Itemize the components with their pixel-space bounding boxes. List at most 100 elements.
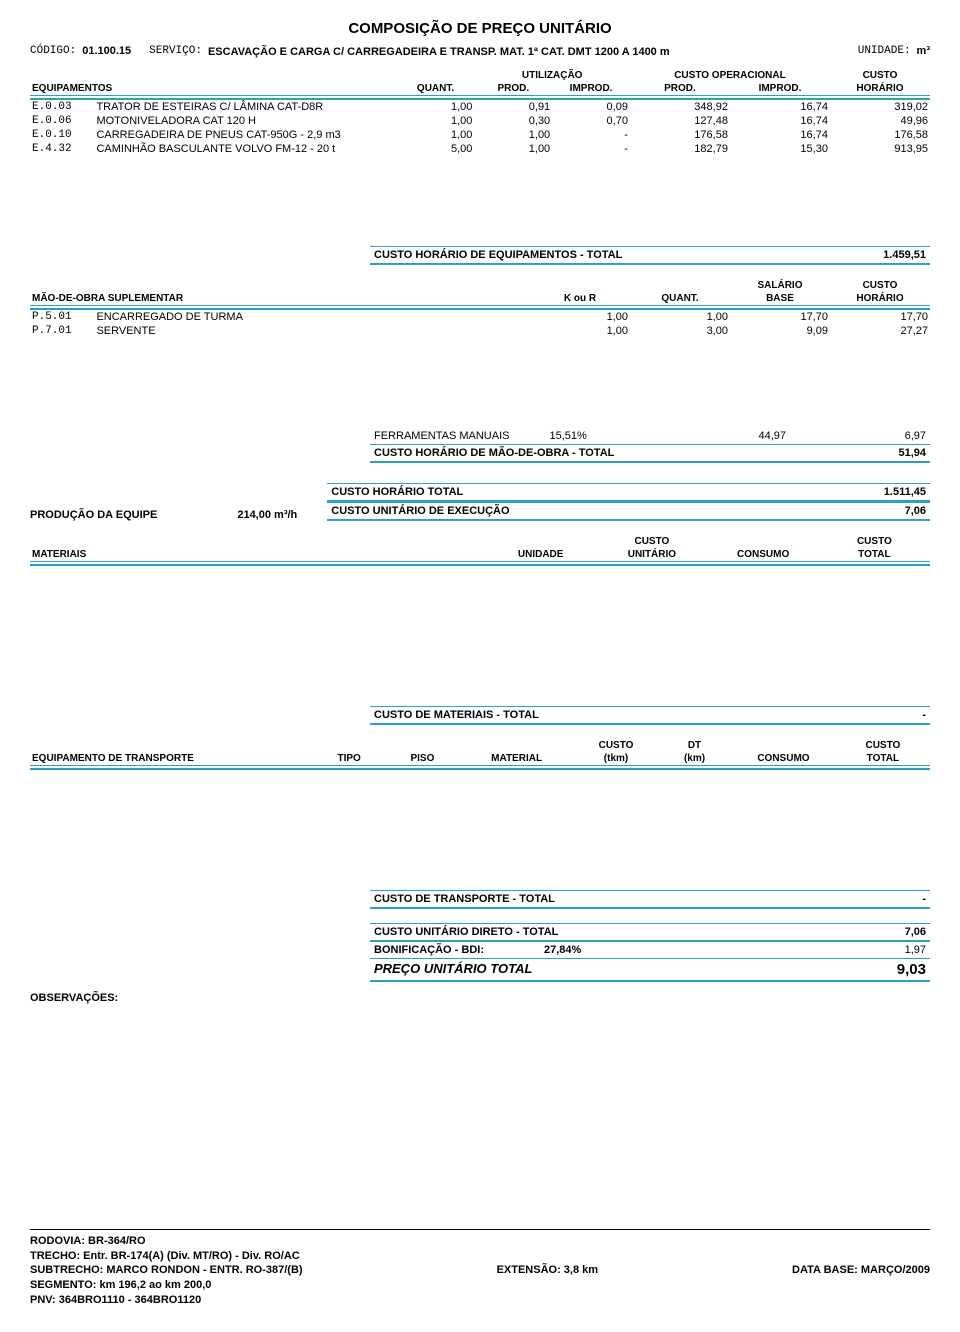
table-row: P.5.01ENCARREGADO DE TURMA1,001,0017,701… <box>30 309 930 324</box>
cell-uimprod: 0,09 <box>552 99 630 114</box>
unidade-value: m³ <box>917 45 930 57</box>
prod-unit: m³/h <box>274 509 297 521</box>
cell-quant: 5,00 <box>397 142 475 156</box>
bdi-label: BONIFICAÇÃO - BDI: <box>374 944 484 956</box>
transp-total-value: - <box>846 893 926 905</box>
equip-table: EQUIPAMENTOS QUANT. UTILIZAÇÃO CUSTO OPE… <box>30 69 930 156</box>
observacoes-label: OBSERVAÇÕES: <box>30 992 930 1004</box>
cud-row: CUSTO UNITÁRIO DIRETO - TOTAL 7,06 <box>370 923 930 942</box>
ferr-pct: 15,51% <box>549 430 586 442</box>
cell-uprod: 0,30 <box>474 114 552 128</box>
cell-quant: 1,00 <box>397 128 475 142</box>
hdr-mcusto: CUSTO <box>830 279 930 292</box>
hdr-cprod: PROD. <box>630 82 730 96</box>
hdr-mquant: QUANT. <box>630 279 730 306</box>
cell-q: 3,00 <box>630 324 730 338</box>
prod-label: PRODUÇÃO DA EQUIPE <box>30 509 157 521</box>
mao-total-row: CUSTO HORÁRIO DE MÃO-DE-OBRA - TOTAL 51,… <box>370 444 930 463</box>
put-label: PREÇO UNITÁRIO TOTAL <box>374 961 532 978</box>
hdr-tt1: CUSTO <box>836 739 930 752</box>
equip-total-label: CUSTO HORÁRIO DE EQUIPAMENTOS - TOTAL <box>374 249 622 261</box>
producao-row: PRODUÇÃO DA EQUIPE 214,00 m³/h CUSTO HOR… <box>30 483 930 521</box>
cell-cprod: 348,92 <box>630 99 730 114</box>
cell-desc: TRATOR DE ESTEIRAS C/ LÂMINA CAT-D8R <box>94 99 396 114</box>
cell-sal: 9,09 <box>730 324 830 338</box>
table-row: E.4.32CAMINHÃO BASCULANTE VOLVO FM-12 - … <box>30 142 930 156</box>
transporte-table: EQUIPAMENTO DE TRANSPORTE TIPO PISO MATE… <box>30 739 930 770</box>
bdi-pct: 27,84% <box>544 944 581 956</box>
page-title: COMPOSIÇÃO DE PREÇO UNITÁRIO <box>30 20 930 37</box>
cell-uimprod: 0,70 <box>552 114 630 128</box>
cell-cimprod: 15,30 <box>730 142 830 156</box>
servico-desc: ESCAVAÇÃO E CARGA C/ CARREGADEIRA E TRAN… <box>208 45 848 59</box>
hdr-quant: QUANT. <box>397 69 475 96</box>
bdi-row: BONIFICAÇÃO - BDI: 27,84% 1,97 <box>370 942 930 958</box>
hdr-base: BASE <box>730 292 830 306</box>
footer-data: DATA BASE: MARÇO/2009 <box>792 1263 930 1278</box>
cell-chor: 176,58 <box>830 128 930 142</box>
hdr-uimprod: IMPROD. <box>552 82 630 96</box>
materiais-table: MATERIAIS UNIDADE CUSTO CONSUMO CUSTO UN… <box>30 535 930 566</box>
hdr-tipo: TIPO <box>313 739 386 766</box>
cue-value: 7,06 <box>846 505 926 517</box>
hdr-mhorario: HORÁRIO <box>830 292 930 306</box>
cell-code: E.0.03 <box>30 99 94 114</box>
cell-desc: ENCARREGADO DE TURMA <box>94 309 530 324</box>
cell-desc: CAMINHÃO BASCULANTE VOLVO FM-12 - 20 t <box>94 142 396 156</box>
cell-ch: 27,27 <box>830 324 930 338</box>
cell-chor: 319,02 <box>830 99 930 114</box>
hdr-salario: SALÁRIO <box>730 279 830 292</box>
transp-section: EQUIPAMENTO DE TRANSPORTE <box>30 739 313 766</box>
hdr-horario: HORÁRIO <box>830 82 930 96</box>
cell-chor: 913,95 <box>830 142 930 156</box>
cell-uimprod: - <box>552 128 630 142</box>
table-row: E.0.06MOTONIVELADORA CAT 120 H1,000,300,… <box>30 114 930 128</box>
hdr-tconsumo: CONSUMO <box>731 739 836 766</box>
footer-l3: SUBTRECHO: MARCO RONDON - ENTR. RO-387/(… <box>30 1263 303 1278</box>
hdr-material: MATERIAL <box>459 739 574 766</box>
cue-label: CUSTO UNITÁRIO DE EXECUÇÃO <box>331 505 509 517</box>
hdr-td2: (km) <box>658 752 731 766</box>
footer-left: RODOVIA: BR-364/RO TRECHO: Entr. BR-174(… <box>30 1234 303 1308</box>
put-row: PREÇO UNITÁRIO TOTAL 9,03 <box>370 958 930 982</box>
cell-cprod: 127,48 <box>630 114 730 128</box>
cell-code: P.5.01 <box>30 309 94 324</box>
cell-cimprod: 16,74 <box>730 114 830 128</box>
hdr-kour: K ou R <box>530 279 630 306</box>
unidade-label: UNIDADE: <box>858 45 911 57</box>
ferr-b: 6,97 <box>846 430 926 442</box>
ferr-a: 44,97 <box>758 430 786 442</box>
table-row: E.0.10CARREGADEIRA DE PNEUS CAT-950G - 2… <box>30 128 930 142</box>
hdr-tc2: (tkm) <box>574 752 658 766</box>
equip-total-value: 1.459,51 <box>846 249 926 261</box>
cell-cprod: 176,58 <box>630 128 730 142</box>
footer-l4: SEGMENTO: km 196,2 ao km 200,0 <box>30 1278 303 1293</box>
cell-cimprod: 16,74 <box>730 128 830 142</box>
hdr-mat-ct2: TOTAL <box>819 548 930 562</box>
cell-k: 1,00 <box>530 324 630 338</box>
cell-desc: MOTONIVELADORA CAT 120 H <box>94 114 396 128</box>
ferramentas-row: FERRAMENTAS MANUAIS 15,51% 44,97 6,97 <box>370 428 930 444</box>
hdr-custoop: CUSTO OPERACIONAL <box>630 69 830 82</box>
equip-total-row: CUSTO HORÁRIO DE EQUIPAMENTOS - TOTAL 1.… <box>370 246 930 265</box>
mao-total-label: CUSTO HORÁRIO DE MÃO-DE-OBRA - TOTAL <box>374 447 614 459</box>
hdr-tc1: CUSTO <box>574 739 658 752</box>
hdr-mat-cu1: CUSTO <box>596 535 707 548</box>
footer-l5: PNV: 364BRO1110 - 364BRO1120 <box>30 1293 303 1308</box>
cell-ch: 17,70 <box>830 309 930 324</box>
mao-total-value: 51,94 <box>846 447 926 459</box>
footer-l1: RODOVIA: BR-364/RO <box>30 1234 303 1249</box>
hdr-td1: DT <box>658 739 731 752</box>
mao-table: MÃO-DE-OBRA SUPLEMENTAR K ou R QUANT. SA… <box>30 279 930 338</box>
cell-code: E.0.10 <box>30 128 94 142</box>
hdr-mat-cu2: UNITÁRIO <box>596 548 707 562</box>
cell-quant: 1,00 <box>397 114 475 128</box>
ferr-label: FERRAMENTAS MANUAIS <box>374 430 509 442</box>
equip-section: EQUIPAMENTOS <box>30 69 397 96</box>
servico-label: SERVIÇO: <box>149 45 202 57</box>
cell-code: E.0.06 <box>30 114 94 128</box>
hdr-piso: PISO <box>386 739 459 766</box>
mao-section: MÃO-DE-OBRA SUPLEMENTAR <box>30 279 530 306</box>
cell-k: 1,00 <box>530 309 630 324</box>
bdi-value: 1,97 <box>846 944 926 956</box>
